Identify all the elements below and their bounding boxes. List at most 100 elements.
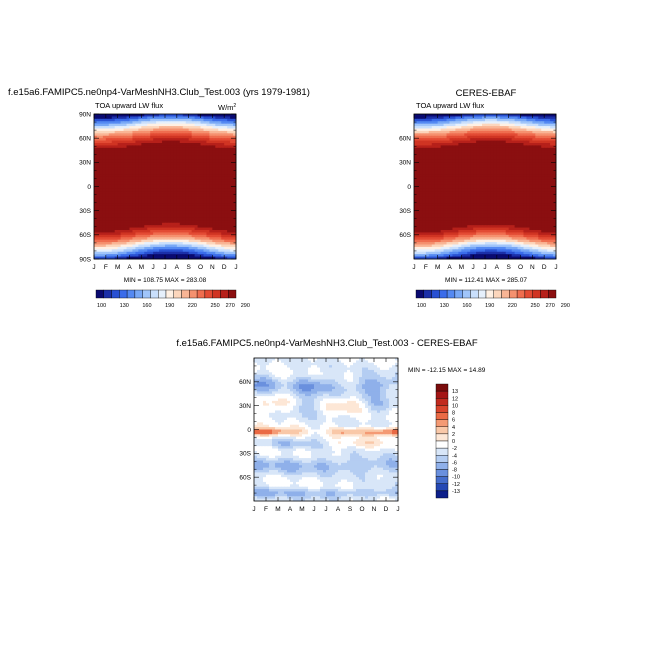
model-cell [176,205,181,209]
model-cell [218,140,222,144]
obs-cell [422,198,427,202]
obs-cell [529,126,533,129]
obs-cell [538,143,542,146]
model-cell [200,256,204,260]
model-cell [156,244,160,248]
model-cell [153,157,157,161]
model-cell [212,135,216,139]
obs-cell [493,184,498,187]
model-cell [233,188,237,192]
obs-cell [473,140,477,144]
obs-cell [547,123,551,127]
model-cell [191,213,195,216]
model-cell [123,215,127,219]
obs-cell [547,196,551,199]
obs-cell [431,176,436,180]
obs-cell [464,140,468,144]
model-cell [105,186,110,190]
model-cell [206,145,210,149]
model-cell [114,230,119,233]
model-cell [147,150,151,154]
model-cell [167,210,172,214]
model-cell [230,128,234,132]
obs-cell [446,128,450,132]
obs-cell [467,174,471,178]
model-cell [108,203,113,207]
model-cell [129,208,133,212]
obs-cell [440,126,444,129]
obs-cell [523,186,527,190]
model-cell [138,230,142,233]
obs-cell [502,118,507,122]
model-cell [150,162,154,166]
model-cell [123,174,127,178]
obs-cell [455,135,459,139]
obs-cell [517,116,521,120]
model-cell [206,220,210,224]
obs-cell [541,128,545,132]
model-cell [129,159,133,163]
obs-cell [553,169,557,173]
model-cbar-swatch [134,289,143,299]
obs-cell [535,186,539,190]
model-cell [212,140,216,144]
obs-cell [508,162,513,166]
obs-cell [529,201,533,204]
obs-cell [422,196,427,199]
model-cell [233,130,237,134]
obs-cell [443,205,447,209]
obs-cell [461,143,465,146]
model-cell [108,249,113,253]
model-cell [153,193,157,197]
model-cell [147,210,151,214]
obs-cell [473,143,477,146]
model-cell [233,121,237,125]
model-cell [221,242,225,245]
obs-cell [482,162,486,166]
model-cell [111,135,116,139]
model-cell [209,162,213,166]
model-cell [185,130,190,134]
model-cell [182,135,187,139]
model-cell [114,121,119,125]
obs-cell [452,205,456,209]
model-cell [206,159,210,163]
obs-cell [449,140,453,144]
obs-cell [541,130,545,134]
model-cell [203,123,207,127]
model-cell [108,145,113,149]
obs-cell [482,157,486,161]
model-cell [224,114,228,117]
model-cell [150,215,154,219]
model-cell [170,188,175,192]
model-cell [227,162,231,166]
model-cell [99,196,104,199]
obs-cell [425,135,430,139]
obs-cell [538,191,542,195]
obs-cell [499,140,504,144]
obs-cell [440,147,444,151]
model-cell [203,201,207,204]
obs-cell [440,133,444,137]
model-cell [111,164,116,168]
obs-cell [499,184,504,187]
obs-cell [440,157,444,161]
obs-cell [490,128,495,132]
obs-cell [431,198,436,202]
obs-cell [535,172,539,175]
obs-cell [487,147,492,151]
model-cell [212,169,216,173]
obs-cell [437,181,442,185]
model-cell [209,167,213,170]
model-cell [99,242,104,245]
obs-cell [428,193,433,197]
obs-cell [419,128,424,132]
model-cell [111,191,116,195]
obs-cell [538,184,542,187]
model-cell [188,133,193,137]
obs-cell [496,169,501,173]
model-cell [150,123,154,127]
model-cell [209,164,213,168]
model-cell [117,210,122,214]
model-cell [135,246,139,250]
